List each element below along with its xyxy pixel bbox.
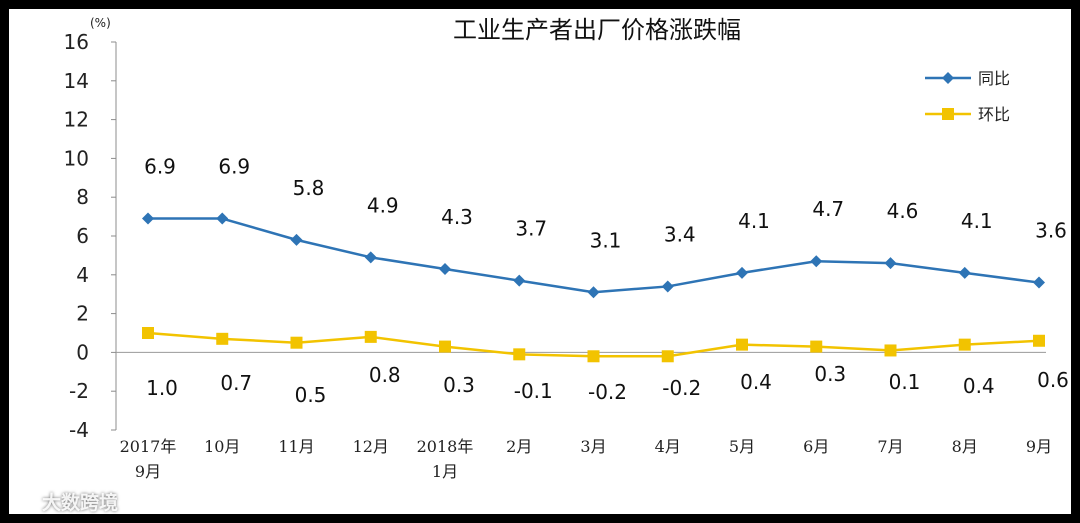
data-point-marker (1033, 276, 1045, 289)
data-label: 3.1 (590, 228, 622, 252)
data-point-marker (513, 274, 526, 287)
data-label: 4.1 (738, 209, 770, 233)
y-tick-label: 0 (76, 340, 89, 364)
data-label: -0.1 (514, 379, 553, 403)
data-point-marker (364, 251, 377, 264)
legend-label-2: 环比 (978, 105, 1010, 124)
data-point-marker (364, 330, 377, 343)
data-label: 5.8 (293, 176, 325, 200)
y-tick-label: 6 (76, 224, 89, 248)
data-label: 0.1 (889, 370, 921, 394)
chart-title: 工业生产者出厂价格涨跌幅 (453, 16, 741, 44)
data-label: 0.7 (220, 371, 252, 395)
data-label: 1.0 (146, 376, 178, 400)
data-point-marker (958, 266, 971, 279)
data-point-marker (661, 280, 674, 293)
data-point-marker (290, 233, 303, 246)
x-tick-label: 11月 (278, 437, 314, 456)
x-tick-label: 6月 (803, 437, 829, 456)
data-point-marker (439, 262, 451, 275)
data-point-marker (884, 257, 897, 270)
x-tick-label: 9月 (1026, 437, 1052, 456)
data-point-marker (1033, 334, 1045, 347)
data-label: 0.3 (443, 373, 475, 397)
y-unit-label: (%) (90, 16, 111, 30)
data-label: 6.9 (218, 155, 250, 179)
data-point-marker (142, 212, 154, 225)
data-label: 0.4 (740, 370, 772, 394)
x-tick-label: 7月 (877, 437, 903, 456)
x-tick-label: 9月 (135, 462, 161, 481)
watermark-text: 大数跨境 (42, 492, 119, 514)
y-tick-label: 2 (76, 302, 89, 326)
data-point-marker (142, 327, 154, 339)
data-point-marker (958, 338, 971, 351)
legend-marker-2 (942, 108, 954, 120)
data-point-marker (216, 212, 229, 225)
watermark: 大数跨境 (12, 488, 118, 515)
y-tick-label: 12 (64, 108, 89, 132)
x-tick-label: 2月 (506, 437, 532, 456)
x-tick-label: 5月 (729, 437, 755, 456)
data-point-marker (810, 340, 823, 353)
data-label: 4.6 (887, 199, 919, 223)
data-point-marker (513, 348, 526, 361)
x-tick-label: 8月 (952, 437, 978, 456)
y-tick-label: -4 (69, 418, 89, 442)
data-label: 3.4 (664, 222, 696, 246)
data-label: 3.7 (515, 217, 547, 241)
x-tick-label: 4月 (655, 437, 681, 456)
watermark-logo-icon (12, 496, 38, 510)
data-point-marker (216, 332, 229, 345)
y-tick-label: 16 (64, 30, 89, 54)
data-point-marker (439, 340, 451, 353)
data-point-marker (810, 255, 823, 268)
data-label: 4.1 (961, 209, 993, 233)
y-tick-label: 4 (76, 263, 89, 287)
legend-marker-1 (942, 72, 954, 84)
data-label: -0.2 (662, 376, 701, 400)
data-point-marker (884, 344, 897, 357)
data-point-marker (587, 286, 600, 299)
legend-label-1: 同比 (978, 69, 1010, 88)
data-point-marker (587, 350, 600, 363)
data-label: 4.7 (812, 197, 844, 221)
x-tick-label: 10月 (204, 437, 240, 456)
x-tick-label: 2018年 (417, 437, 474, 456)
data-label: 0.4 (963, 374, 995, 398)
data-label: 0.3 (814, 362, 846, 386)
data-label: 4.9 (367, 193, 399, 217)
y-tick-label: 10 (64, 146, 89, 170)
x-tick-label: 3月 (580, 437, 606, 456)
x-tick-label: 2017年 (120, 437, 177, 456)
data-point-marker (736, 338, 748, 351)
y-tick-label: 8 (76, 185, 89, 209)
data-label: -0.2 (588, 380, 627, 404)
data-point-marker (661, 350, 674, 363)
y-tick-label: 14 (64, 69, 89, 93)
data-label: 6.9 (144, 155, 176, 179)
data-point-marker (290, 336, 303, 349)
data-label: 0.8 (369, 363, 401, 387)
y-tick-label: -2 (69, 379, 89, 403)
data-label: 4.3 (441, 205, 473, 229)
data-label: 0.5 (295, 383, 327, 407)
data-label: 0.6 (1037, 368, 1069, 392)
data-label: 3.6 (1035, 219, 1067, 243)
x-tick-label: 1月 (432, 462, 458, 481)
x-tick-label: 12月 (353, 437, 389, 456)
data-point-marker (736, 266, 748, 279)
